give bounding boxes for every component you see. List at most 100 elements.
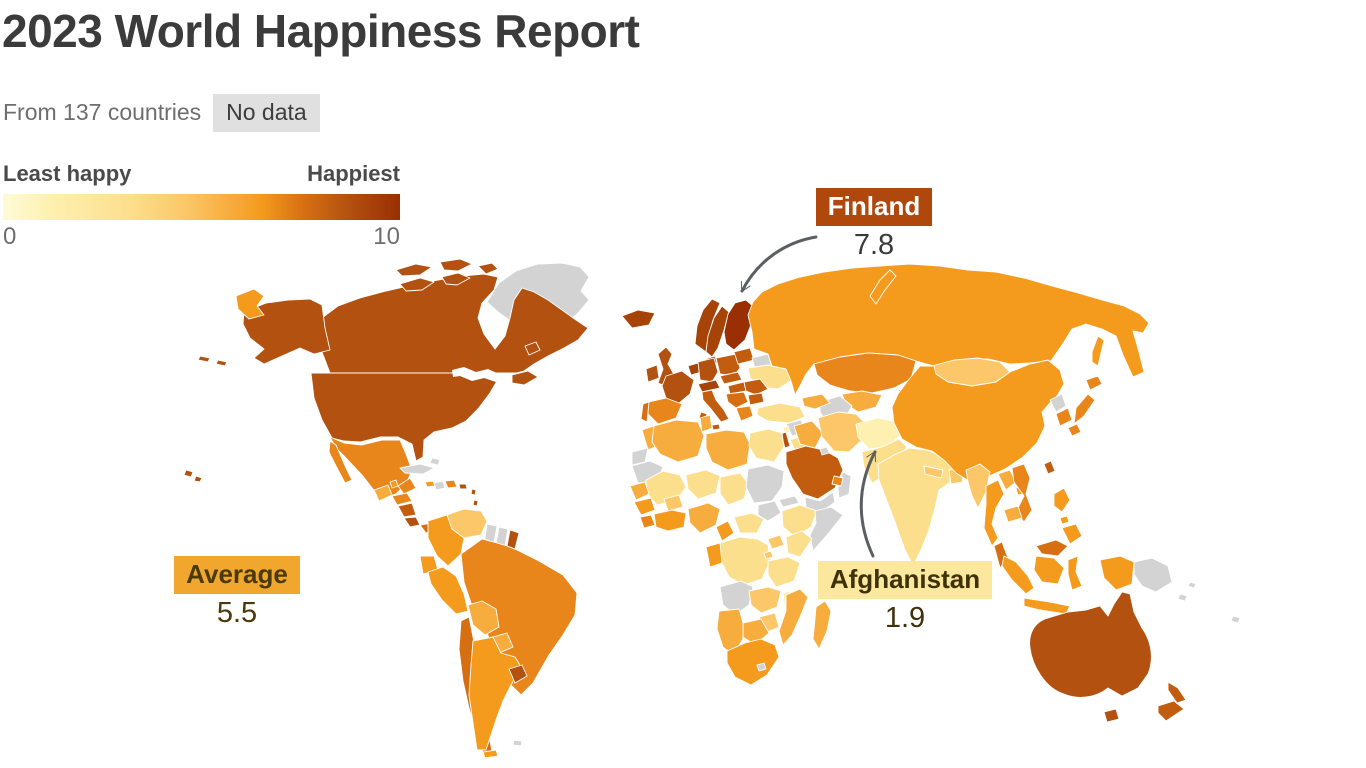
- country-iraq: [793, 420, 824, 449]
- legend-max-label: Happiest: [307, 161, 400, 186]
- region-gabon-congo: [705, 542, 723, 568]
- legend-gradient-bar: [3, 194, 400, 220]
- country-kenya: [785, 530, 813, 558]
- country-kuwait: [819, 446, 830, 456]
- country-portugal: [640, 401, 650, 423]
- islands-bahamas: [429, 457, 441, 466]
- country-costa-rica: [403, 516, 421, 528]
- country-thailand: [983, 479, 1005, 547]
- islands-novaya-zemlya: [869, 269, 897, 305]
- country-tanzania: [767, 556, 801, 588]
- island-puerto-rico: [458, 483, 468, 490]
- country-philippines: [1053, 487, 1083, 545]
- islands-falkland: [512, 739, 523, 747]
- annotation-afghanistan: Afghanistan 1.9: [805, 561, 1005, 635]
- legend-min-label: Least happy: [3, 161, 132, 186]
- country-uruguay: [508, 664, 528, 684]
- country-france: [661, 370, 695, 405]
- country-australia: [1029, 591, 1152, 698]
- legend-max-value: 10: [373, 223, 400, 250]
- country-lebanon: [782, 425, 791, 435]
- region-baja: [328, 440, 353, 484]
- canada-arctic-islands: [395, 258, 499, 292]
- country-libya: [705, 429, 751, 471]
- country-sudan: [745, 464, 785, 504]
- country-germany: [697, 357, 719, 383]
- country-finland: [723, 299, 755, 351]
- annotation-finland: Finland 7.8: [774, 188, 974, 262]
- country-new-zealand: [1157, 681, 1187, 722]
- no-data-badge: No data: [213, 94, 320, 132]
- country-greece: [735, 405, 754, 422]
- country-south-africa: [726, 638, 780, 686]
- country-cameroon: [715, 520, 735, 542]
- country-bolivia: [467, 600, 500, 636]
- country-bulgaria: [747, 392, 765, 406]
- country-south-korea: [1055, 407, 1073, 427]
- afghanistan-label: Afghanistan: [817, 561, 993, 599]
- country-madagascar: [812, 600, 832, 650]
- finland-arrow: [740, 235, 818, 293]
- country-senegal: [629, 481, 650, 501]
- region-caucasus: [801, 393, 831, 410]
- country-dominican-republic: [444, 479, 458, 489]
- region-chukotka: [235, 288, 265, 320]
- country-nicaragua: [397, 502, 417, 518]
- asia: [747, 263, 1197, 620]
- country-central-african-republic: [733, 512, 765, 534]
- country-algeria: [651, 419, 705, 463]
- islands-hawaii: [183, 469, 203, 483]
- island-sakhalin: [1091, 335, 1105, 367]
- country-niger: [685, 469, 721, 500]
- page-title: 2023 World Happiness Report: [2, 5, 640, 57]
- country-argentina: [468, 636, 522, 751]
- lesser-antilles: [470, 488, 479, 507]
- country-india: [877, 447, 964, 567]
- country-canada: [315, 273, 589, 374]
- country-turkey: [756, 402, 806, 424]
- country-burkina-faso: [663, 494, 684, 512]
- country-belize: [389, 479, 399, 489]
- finland-label: Finland: [815, 188, 933, 226]
- country-haiti: [433, 480, 446, 491]
- region-nova-scotia: [511, 370, 539, 386]
- country-afghanistan: [855, 417, 902, 450]
- average-value: 5.5: [216, 596, 258, 629]
- subtitle: From 137 countries: [3, 99, 202, 126]
- legend-labels: Least happy Happiest: [3, 161, 400, 187]
- country-chad: [719, 472, 749, 506]
- region-baltics: [733, 347, 755, 365]
- region-ghana-ivory-coast: [653, 509, 687, 532]
- country-saudi-arabia: [785, 445, 844, 500]
- europe: [621, 298, 793, 431]
- region-rwanda-burundi: [763, 550, 774, 560]
- country-dr-congo: [719, 536, 771, 586]
- finland-value: 7.8: [853, 228, 895, 261]
- country-tunisia: [699, 414, 713, 433]
- country-somalia: [809, 506, 844, 552]
- island-newfoundland: [524, 341, 541, 356]
- legend-min-value: 0: [3, 223, 17, 250]
- country-honduras: [391, 492, 413, 506]
- country-taiwan: [1043, 460, 1056, 475]
- country-nigeria: [687, 502, 721, 534]
- afghanistan-arrow: [859, 450, 877, 558]
- region-tierra-del-fuego: [482, 749, 499, 759]
- country-cuba: [399, 463, 435, 475]
- region-french-guiana: [506, 529, 520, 550]
- oceania: [1029, 591, 1241, 723]
- country-china: [891, 359, 1065, 482]
- legend-scale: 0 10: [3, 223, 400, 251]
- country-nepal: [923, 465, 944, 479]
- country-ireland: [645, 364, 660, 383]
- country-guatemala: [373, 484, 393, 502]
- country-north-korea: [1049, 393, 1067, 413]
- region-balkans: [725, 391, 749, 409]
- island-tasmania: [1103, 708, 1120, 723]
- country-jamaica: [424, 480, 436, 488]
- annotation-average: Average 5.5: [137, 556, 337, 630]
- country-japan: [1067, 375, 1103, 437]
- country-mozambique: [778, 588, 809, 646]
- country-papua-new-guinea: [1133, 557, 1197, 602]
- country-angola: [719, 580, 754, 616]
